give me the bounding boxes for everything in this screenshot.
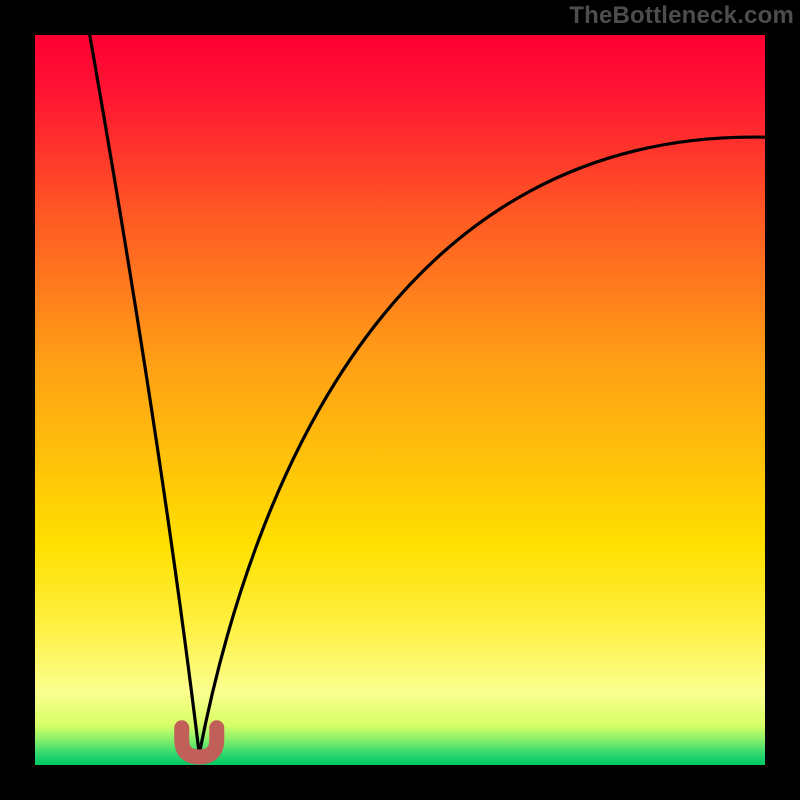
watermark-text: TheBottleneck.com: [569, 2, 794, 30]
stage: TheBottleneck.com: [0, 0, 800, 800]
chart-overlay: [35, 35, 765, 765]
bottleneck-curve: [90, 35, 765, 754]
plot-area: [35, 35, 765, 765]
